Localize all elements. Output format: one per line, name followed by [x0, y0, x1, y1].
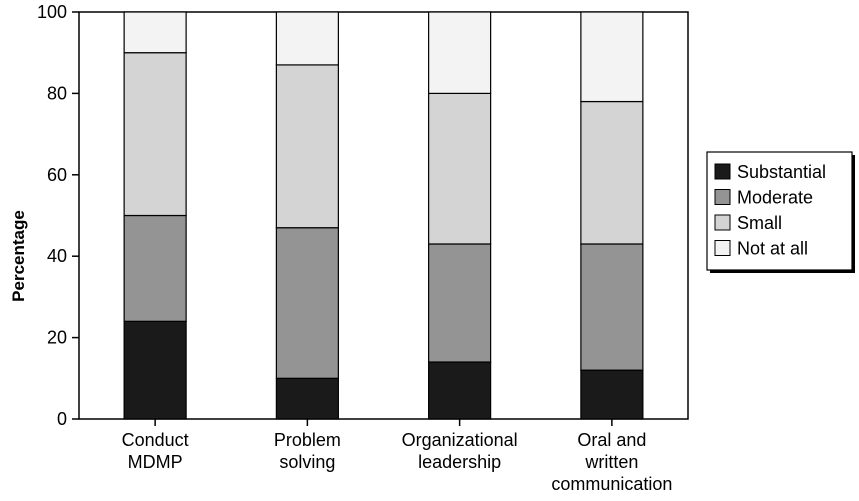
y-tick-label: 80: [47, 83, 67, 103]
legend-label: Moderate: [737, 188, 813, 208]
x-tick-label: Problem solving: [274, 430, 341, 472]
x-tick-label: Organizational leadership: [402, 430, 518, 472]
legend-swatch: [714, 189, 731, 205]
bar-segment-substantial: [275, 377, 339, 420]
bar-segment-not-at-all: [123, 11, 187, 54]
y-axis-title: Percentage: [9, 210, 28, 302]
legend-label: Substantial: [737, 162, 826, 182]
plot-area: 0 20 40 60 80 100 Conduct MDMP Problem solving Org…: [37, 2, 689, 494]
y-tick-label: 40: [47, 246, 67, 266]
legend-box: [706, 151, 853, 271]
legend-swatch: [714, 163, 731, 180]
y-tick-label: 100: [37, 2, 67, 22]
bar-segment-not-at-all: [275, 11, 339, 66]
x-tick-label: Conduct MDMP: [122, 430, 189, 472]
bar-segment-small: [580, 100, 644, 245]
legend-label: Small: [737, 213, 782, 233]
legend-swatch: [714, 240, 731, 256]
bar-segment-substantial: [580, 369, 644, 420]
legend-label: Not at all: [737, 239, 808, 259]
bar-segment-moderate: [275, 227, 339, 379]
legend-swatch: [714, 214, 731, 231]
bar-segment-not-at-all: [580, 11, 644, 103]
bar-segment-small: [275, 64, 339, 229]
bar-segment-not-at-all: [428, 11, 492, 95]
y-tick-label: 20: [47, 328, 67, 348]
y-tick-label: 0: [57, 409, 67, 429]
y-tick-label: 60: [47, 165, 67, 185]
bar-segment-small: [428, 92, 492, 245]
plot-frame: [78, 11, 689, 420]
bar-segment-moderate: [428, 243, 492, 363]
bar-segment-substantial: [428, 361, 492, 420]
bar-segment-moderate: [580, 243, 644, 371]
legend: Substantial Moderate Small Not at all: [706, 151, 855, 273]
bar-segment-moderate: [123, 214, 187, 322]
bar-segment-substantial: [123, 320, 187, 420]
x-tick-label: Oral and written communication: [551, 430, 672, 494]
bar-segment-small: [123, 52, 187, 217]
